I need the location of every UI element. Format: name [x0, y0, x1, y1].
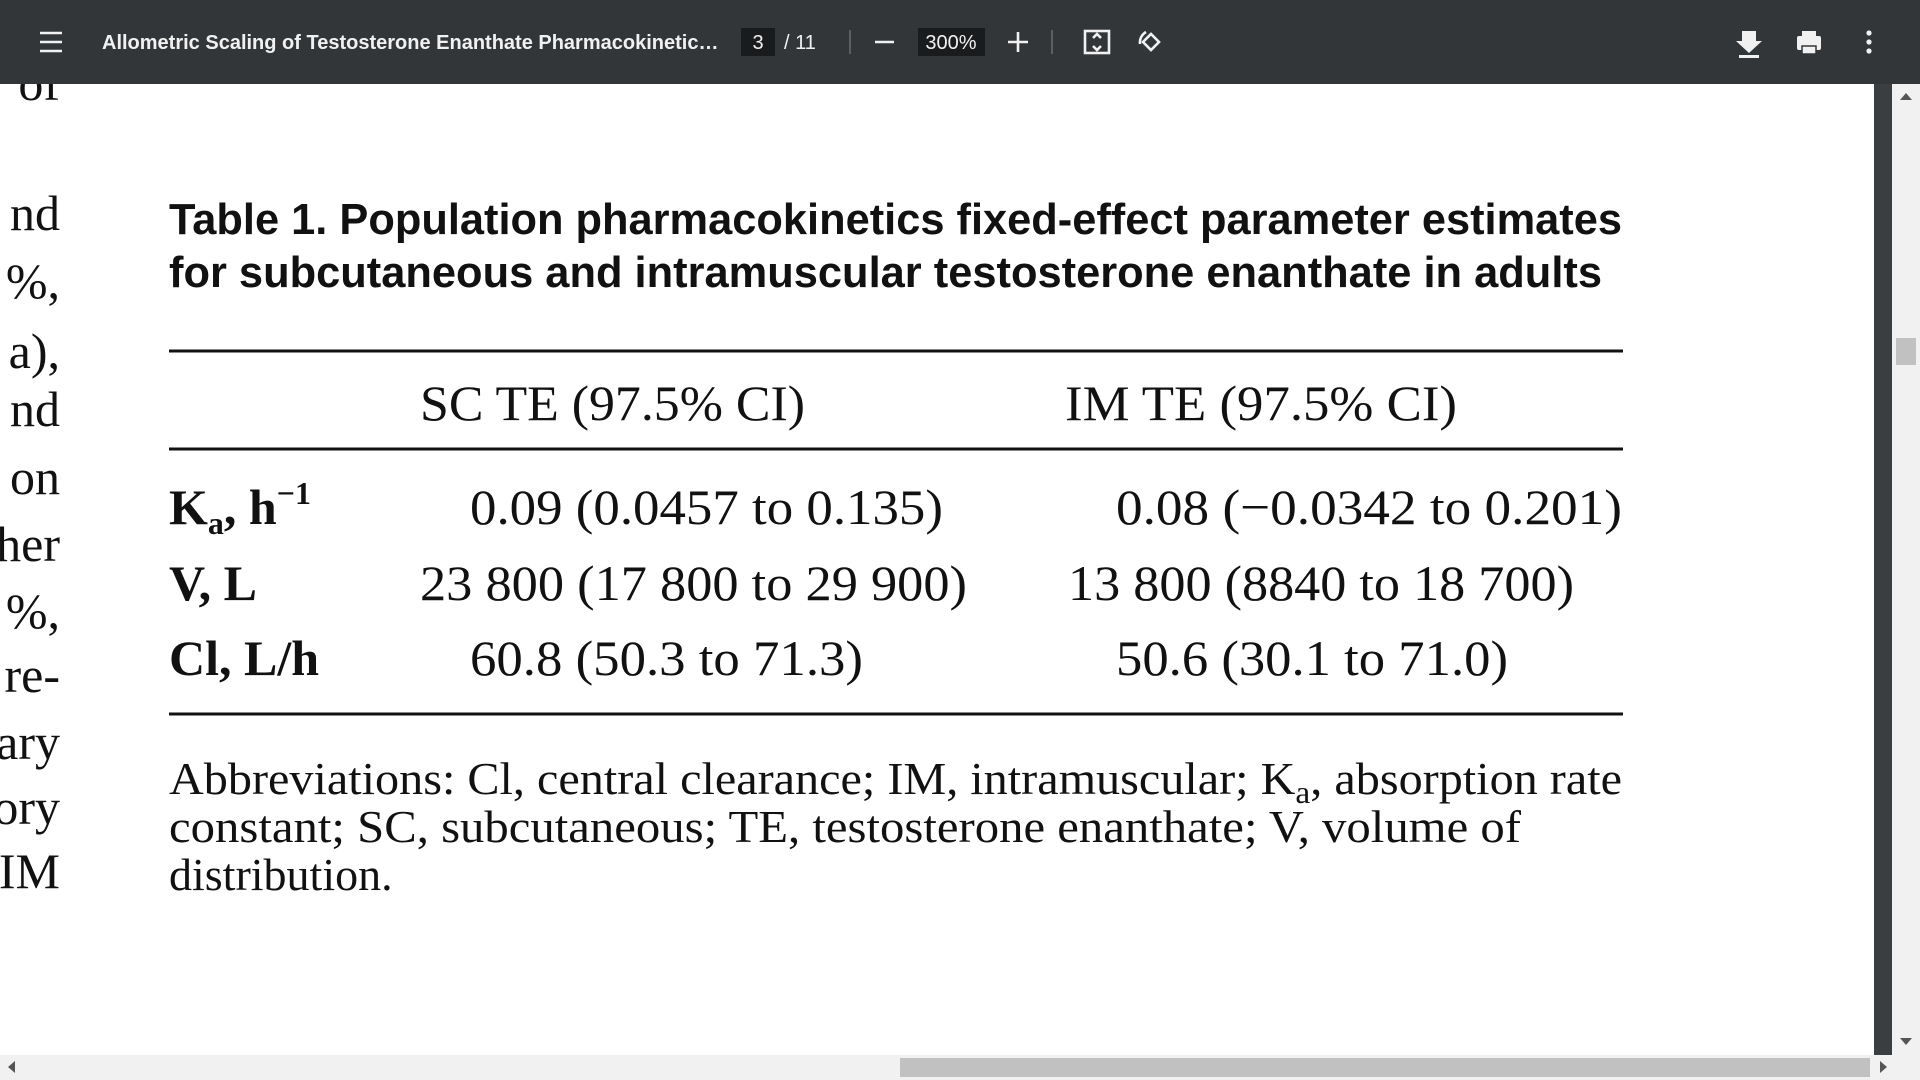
margin-text: IM: [0, 843, 60, 899]
table-cell: 13 800 (8840 to 18 700): [1068, 555, 1574, 611]
vertical-scroll-thumb[interactable]: [1896, 338, 1916, 365]
footnote-part: distribution.: [169, 849, 393, 900]
margin-text: %,: [6, 253, 60, 309]
row-label: Ka, h−1: [169, 475, 311, 541]
footnote-part: Abbreviations: Cl, central clearance; IM…: [169, 753, 1295, 804]
margin-text: ary: [0, 714, 60, 770]
label-part: K: [169, 479, 208, 535]
margin-text: nd: [10, 185, 60, 241]
zoom-input[interactable]: [918, 28, 985, 56]
column-header: SC TE (97.5% CI): [420, 375, 805, 431]
table-cell: 0.09 (0.0457 to 0.135): [470, 479, 943, 535]
row-label: Cl, L/h: [169, 630, 319, 686]
footnote-line: Abbreviations: Cl, central clearance; IM…: [169, 753, 1622, 810]
page-input[interactable]: [741, 28, 775, 56]
row-label: V, L: [169, 555, 257, 611]
margin-text: ory: [0, 779, 60, 835]
footnote-subscript: a: [1295, 774, 1310, 810]
print-button[interactable]: [1797, 31, 1821, 55]
label-superscript: −1: [277, 475, 311, 511]
table-title: for subcutaneous and intramuscular testo…: [169, 248, 1602, 297]
zoom-in-button[interactable]: [1008, 32, 1028, 52]
page-count: / 11: [784, 32, 816, 54]
table-cell: 23 800 (17 800 to 29 900): [420, 555, 967, 611]
label-part: Cl, L/h: [169, 630, 319, 686]
more-button[interactable]: [1866, 30, 1872, 54]
scroll-up[interactable]: [1900, 93, 1912, 100]
menu-button[interactable]: [40, 31, 62, 53]
document-title: Allometric Scaling of Testosterone Enant…: [102, 32, 718, 54]
viewer-edge: [1874, 84, 1892, 1055]
margin-text: %,: [6, 583, 60, 639]
footnote-part: constant; SC, subcutaneous; TE, testoste…: [169, 801, 1522, 852]
label-part: V, L: [169, 555, 257, 611]
margin-text: nd: [10, 381, 60, 437]
column-header: IM TE (97.5% CI): [1065, 375, 1457, 431]
footnote-part: , absorption rate: [1310, 753, 1622, 804]
rotate-button[interactable]: [1138, 30, 1161, 52]
footnote-line: constant; SC, subcutaneous; TE, testoste…: [169, 801, 1522, 852]
table-cell: 50.6 (30.1 to 71.0): [1116, 630, 1508, 686]
zoom-level[interactable]: 300%: [925, 32, 976, 54]
page-number[interactable]: 3: [752, 32, 763, 54]
scroll-right[interactable]: [1880, 1061, 1887, 1073]
table-cell: 0.08 (−0.0342 to 0.201): [1116, 479, 1622, 535]
label-subscript: a: [208, 505, 224, 541]
margin-text: a),: [9, 323, 60, 379]
margin-text: on: [10, 449, 60, 505]
download-button[interactable]: [1736, 31, 1762, 58]
footnote-line: distribution.: [169, 849, 393, 900]
margin-text: her: [0, 516, 60, 572]
horizontal-scroll-thumb[interactable]: [900, 1058, 1870, 1077]
margin-column: of nd %, a), nd on her %, re- ary ory IM: [0, 55, 60, 899]
table-title: Table 1. Population pharmacokinetics fix…: [169, 195, 1622, 244]
label-part: , h: [224, 479, 277, 535]
table-cell: 60.8 (50.3 to 71.3): [470, 630, 863, 686]
vertical-scrollbar[interactable]: [1892, 84, 1920, 1055]
fit-page-button[interactable]: [1083, 29, 1111, 55]
scroll-left[interactable]: [8, 1061, 15, 1073]
margin-text: re-: [5, 647, 61, 703]
scroll-down[interactable]: [1900, 1038, 1912, 1045]
